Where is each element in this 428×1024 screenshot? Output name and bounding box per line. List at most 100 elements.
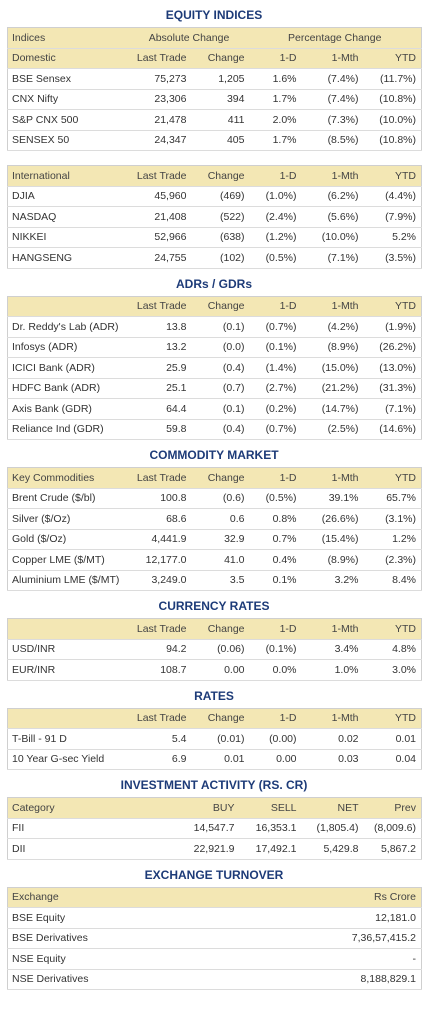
cell-value: (0.1) xyxy=(191,316,250,338)
cell-value: 24,755 xyxy=(129,247,192,269)
cell-value: (2.7%) xyxy=(249,378,302,399)
data-row: DJIA 45,960 (469) (1.0%) (6.2%) (4.4%) xyxy=(7,186,422,207)
cell-value: (14.7%) xyxy=(301,398,364,420)
cell-value: (0.1%) xyxy=(249,639,302,660)
cell-value: (7.3%) xyxy=(301,109,364,131)
cell-value: 0.04 xyxy=(363,749,422,770)
header-cell: Change xyxy=(191,165,250,187)
cell-value: 13.8 xyxy=(129,316,192,338)
cell-value: 5.4 xyxy=(129,728,192,750)
header-cell: 1-Mth xyxy=(301,708,364,729)
cell-value: (1.9%) xyxy=(363,316,422,338)
header-cell: 1-D xyxy=(249,296,302,317)
cell-value: 0.01 xyxy=(363,728,422,750)
header-row: Last Trade Change 1-D 1-Mth YTD xyxy=(7,708,422,729)
cell-value: (7.4%) xyxy=(301,68,364,90)
row-label: HANGSENG xyxy=(7,247,130,269)
header-cell: Category xyxy=(7,797,158,819)
cell-value: 39.1% xyxy=(301,488,364,509)
cell-value: (10.8%) xyxy=(363,130,422,151)
header-cell: NET xyxy=(301,797,364,819)
cell-value: 22,921.9 xyxy=(157,838,240,860)
cell-value: (0.6) xyxy=(191,488,250,509)
section-title: EXCHANGE TURNOVER xyxy=(144,867,284,882)
data-table: Indices Absolute Change Percentage Change D… xyxy=(7,27,423,151)
cell-value: 0.03 xyxy=(301,749,364,770)
data-row: BSE Sensex 75,273 1,205 1.6% (7.4%) (11.7%) xyxy=(7,68,422,90)
cell-value: (26.6%) xyxy=(301,508,364,530)
row-label: BSE Sensex xyxy=(7,68,130,90)
data-row: S&P CNX 500 21,478 411 2.0% (7.3%) (10.0%) xyxy=(7,109,422,131)
cell-value: 1.0% xyxy=(301,659,364,681)
cell-value: (7.1%) xyxy=(363,398,422,420)
header-cell: 1-D xyxy=(249,708,302,729)
cell-value: (4.2%) xyxy=(301,316,364,338)
header-cell: Change xyxy=(191,618,250,640)
cell-value: 0.0% xyxy=(249,659,302,681)
row-label: DJIA xyxy=(7,186,130,207)
cell-value: 8,188,829.1 xyxy=(307,969,422,990)
cell-value: 5,429.8 xyxy=(301,838,364,860)
header-cell: Percentage Change xyxy=(249,27,422,49)
header-cell: Last Trade xyxy=(129,618,192,640)
cell-value: 108.7 xyxy=(129,659,192,681)
cell-value: (21.2%) xyxy=(301,378,364,399)
cell-value: (14.6%) xyxy=(363,419,422,440)
row-label: Dr. Reddy's Lab (ADR) xyxy=(7,316,130,338)
row-label: CNX Nifty xyxy=(7,89,130,110)
data-row: Brent Crude ($/bl) 100.8 (0.6) (0.5%) 39.1% 6… xyxy=(7,488,422,509)
cell-value: 2.0% xyxy=(249,109,302,131)
data-row: FII 14,547.7 16,353.1 (1,805.4) (8,009.6) xyxy=(7,818,422,839)
row-label: DII xyxy=(7,838,158,860)
cell-value: (0.01) xyxy=(191,728,250,750)
row-label: Infosys (ADR) xyxy=(7,337,130,358)
cell-value: (0.0) xyxy=(191,337,250,358)
row-label: T-Bill - 91 D xyxy=(7,728,130,750)
cell-value: (4.4%) xyxy=(363,186,422,207)
cell-value: 1.7% xyxy=(249,89,302,110)
row-label: FII xyxy=(7,818,158,839)
row-label: NSE Derivatives xyxy=(7,969,308,990)
cell-value: 1,205 xyxy=(191,68,250,90)
cell-value: 17,492.1 xyxy=(239,838,302,860)
header-cell: BUY xyxy=(157,797,240,819)
header-cell xyxy=(7,296,130,317)
data-row: CNX Nifty 23,306 394 1.7% (7.4%) (10.8%) xyxy=(7,89,422,110)
cell-value: (11.7%) xyxy=(363,68,422,90)
data-table: Exchange Rs Crore BSE Equity 12,181.0 BSE De… xyxy=(7,886,422,990)
row-label: BSE Derivatives xyxy=(7,928,308,949)
cell-value: 14,547.7 xyxy=(157,818,240,839)
data-row: T-Bill - 91 D 5.4 (0.01) (0.00) 0.02 0.01 xyxy=(7,728,422,750)
header-cell: Domestic xyxy=(7,48,130,69)
cell-value: (2.3%) xyxy=(363,549,422,571)
header-row: Exchange Rs Crore xyxy=(7,887,422,908)
cell-value: 24,347 xyxy=(129,130,192,151)
cell-value: 52,966 xyxy=(129,227,192,248)
header-cell: Change xyxy=(191,48,250,69)
row-label: 10 Year G-sec Yield xyxy=(7,749,130,770)
data-row: NIKKEI 52,966 (638) (1.2%) (10.0%) 5.2% xyxy=(7,227,422,248)
cell-value: 3.2% xyxy=(301,570,364,591)
header-cell: Last Trade xyxy=(129,467,192,489)
cell-value: (7.4%) xyxy=(301,89,364,110)
data-row: Reliance Ind (GDR) 59.8 (0.4) (0.7%) (2.5%)(… xyxy=(7,419,422,440)
cell-value: (0.5%) xyxy=(249,247,302,269)
cell-value: (6.2%) xyxy=(301,186,364,207)
header-cell xyxy=(7,708,130,729)
cell-value: 405 xyxy=(191,130,250,151)
header-cell: Last Trade xyxy=(129,165,192,187)
cell-value: (13.0%) xyxy=(363,357,422,379)
cell-value: 68.6 xyxy=(129,508,192,530)
data-row: Dr. Reddy's Lab (ADR) 13.8 (0.1) (0.7%) (4.2… xyxy=(7,316,422,338)
cell-value: (638) xyxy=(191,227,250,248)
header-cell: 1-Mth xyxy=(301,467,364,489)
cell-value: 0.00 xyxy=(249,749,302,770)
header-cell: Prev xyxy=(363,797,422,819)
row-label: NIKKEI xyxy=(7,227,130,248)
cell-value: (0.4) xyxy=(191,419,250,440)
header-cell: YTD xyxy=(363,618,422,640)
data-row: Aluminium LME ($/MT) 3,249.0 3.5 0.1% 3.2% 8.… xyxy=(7,570,422,591)
header-cell xyxy=(7,618,130,640)
cell-value: 1.6% xyxy=(249,68,302,90)
row-label: SENSEX 50 xyxy=(7,130,130,151)
